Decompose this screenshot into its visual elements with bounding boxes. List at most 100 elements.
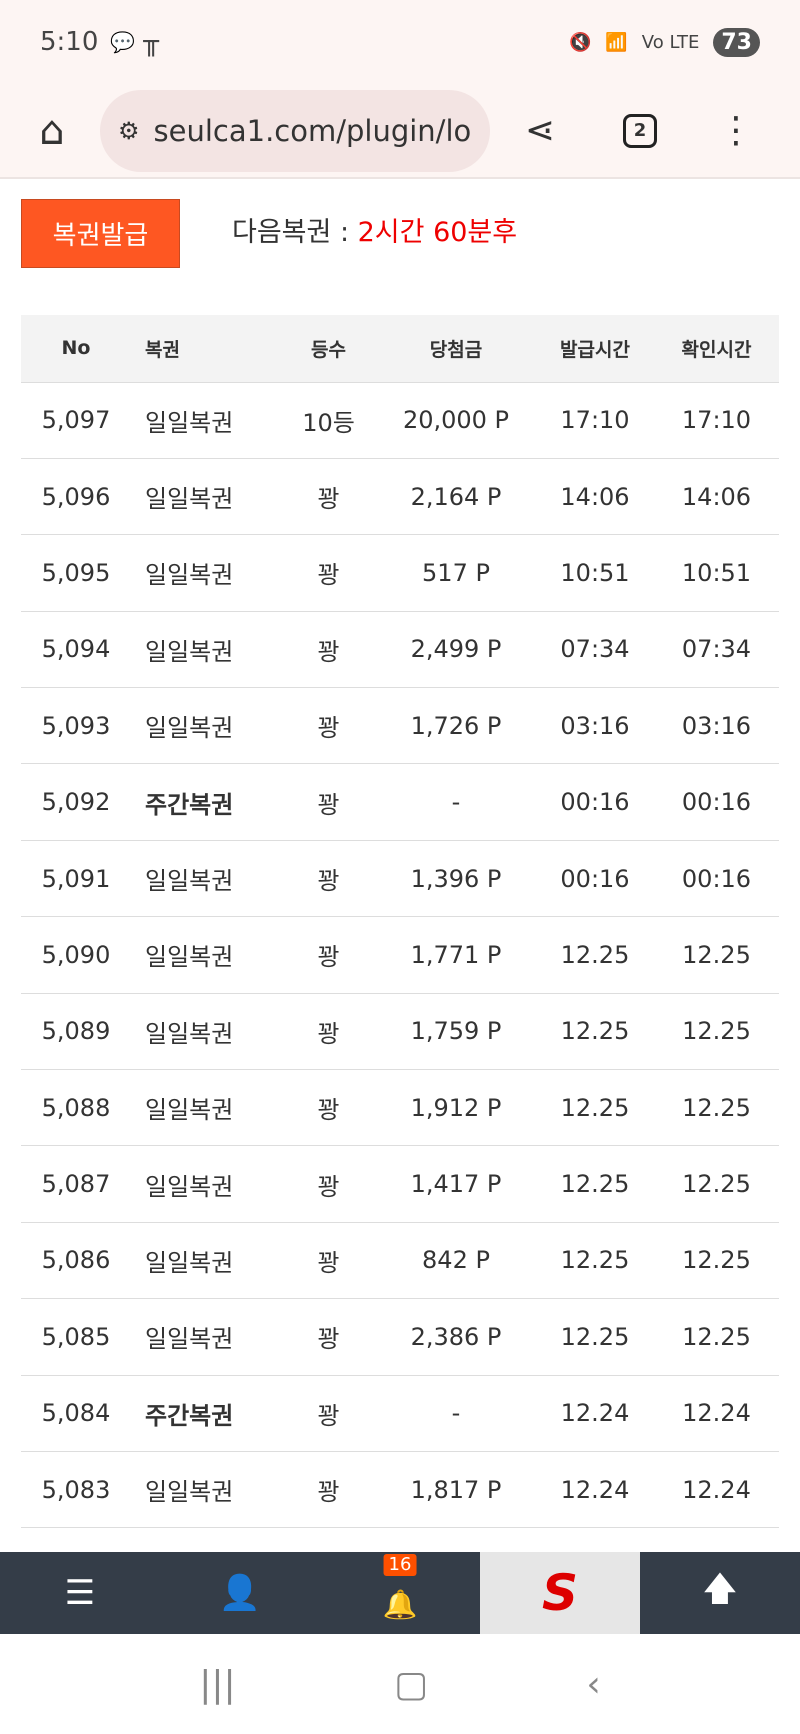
row-rank: 꽝 bbox=[281, 1451, 376, 1529]
url-text: seulca1.com/plugin/lo bbox=[153, 113, 472, 148]
back-icon[interactable]: ‹ bbox=[586, 1663, 601, 1705]
row-rank: 꽝 bbox=[281, 916, 376, 994]
row-issued: 12.25 bbox=[536, 916, 654, 994]
row-prize: 1,396 P bbox=[376, 840, 536, 918]
table-row: 5,084 주간복권 꽝 -12.24 12.24 bbox=[21, 1375, 779, 1452]
row-checked: 12.24 bbox=[654, 1451, 779, 1529]
row-checked: 17:10 bbox=[654, 382, 779, 459]
lottery-table: No 복권 등수 당첨금 발급시간 확인시간 5,097 일일복권 10등 20,00… bbox=[21, 315, 779, 1529]
row-rank: 꽝 bbox=[281, 534, 376, 612]
row-checked: 10:51 bbox=[654, 534, 779, 612]
row-rank: 꽝 bbox=[281, 840, 376, 918]
tab-count: 2 bbox=[623, 113, 657, 148]
table-row: 5,091 일일복권 꽝 1,396 P 00:16 00:16 bbox=[21, 840, 779, 918]
row-rank: 꽝 bbox=[281, 1145, 376, 1223]
row-issued: 12.25 bbox=[536, 1222, 654, 1300]
table-row: 5,095 일일복권 꽝 517 P 10:51 10:51 bbox=[21, 534, 779, 612]
col-checked: 확인시간 bbox=[654, 315, 779, 383]
row-type: 일일복권 bbox=[131, 458, 281, 536]
row-no: 5,090 bbox=[21, 916, 131, 994]
row-prize: 1,726 P bbox=[376, 687, 536, 765]
row-type: 일일복권 bbox=[131, 1222, 281, 1300]
row-no: 5,089 bbox=[21, 993, 131, 1071]
table-row: 5,093 일일복권 꽝 1,726 P 03:16 03:16 bbox=[21, 687, 779, 765]
row-rank: 꽝 bbox=[281, 458, 376, 536]
col-type: 복권 bbox=[131, 315, 281, 383]
status-bar: 5:10 💬 ╥ 🔇 📶 Vo LTE 73 bbox=[0, 0, 800, 84]
row-type: 일일복권 bbox=[131, 1298, 281, 1376]
bottom-nav: ☰ 👤 16 🔔 S 🡅 bbox=[0, 1552, 800, 1634]
row-checked: 12.25 bbox=[654, 1222, 779, 1300]
row-prize: 2,164 P bbox=[376, 458, 536, 536]
home-icon[interactable]: ⌂ bbox=[39, 107, 65, 154]
col-rank: 등수 bbox=[281, 315, 376, 383]
row-rank: 꽝 bbox=[281, 1298, 376, 1376]
row-issued: 12.25 bbox=[536, 1069, 654, 1147]
row-type: 일일복권 bbox=[131, 687, 281, 765]
row-rank: 꽝 bbox=[281, 1069, 376, 1147]
row-checked: 03:16 bbox=[654, 687, 779, 765]
row-issued: 03:16 bbox=[536, 687, 654, 765]
more-menu-icon[interactable]: ⋮ bbox=[718, 110, 754, 151]
row-no: 5,085 bbox=[21, 1298, 131, 1376]
site-settings-icon[interactable]: ⚙ bbox=[118, 116, 140, 145]
row-type: 일일복권 bbox=[131, 611, 281, 689]
site-logo[interactable]: S bbox=[480, 1552, 640, 1634]
network-label: Vo LTE bbox=[641, 31, 700, 53]
user-icon[interactable]: 👤 bbox=[218, 1573, 262, 1613]
row-checked: 12.25 bbox=[654, 1069, 779, 1147]
menu-icon[interactable]: ☰ bbox=[64, 1573, 96, 1613]
row-type: 일일복권 bbox=[131, 382, 281, 459]
row-checked: 12.25 bbox=[654, 916, 779, 994]
row-checked: 14:06 bbox=[654, 458, 779, 536]
row-no: 5,094 bbox=[21, 611, 131, 689]
row-issued: 00:16 bbox=[536, 763, 654, 841]
row-rank: 꽝 bbox=[281, 763, 376, 841]
table-row: 5,094 일일복권 꽝 2,499 P 07:34 07:34 bbox=[21, 611, 779, 689]
url-bar[interactable]: ⚙ seulca1.com/plugin/lo bbox=[100, 89, 490, 172]
row-rank: 10등 bbox=[281, 382, 376, 459]
tab-switcher-button[interactable]: 2 bbox=[610, 113, 670, 148]
row-issued: 10:51 bbox=[536, 534, 654, 612]
row-prize: 1,817 P bbox=[376, 1451, 536, 1529]
row-rank: 꽝 bbox=[281, 993, 376, 1071]
row-type: 주간복권 bbox=[131, 763, 281, 841]
row-prize: - bbox=[376, 1375, 536, 1452]
row-rank: 꽝 bbox=[281, 687, 376, 765]
row-issued: 12.25 bbox=[536, 993, 654, 1071]
row-prize: 517 P bbox=[376, 534, 536, 612]
row-rank: 꽝 bbox=[281, 611, 376, 689]
bell-icon: 🔔 bbox=[382, 1588, 418, 1621]
scroll-top-icon[interactable]: 🡅 bbox=[702, 1568, 738, 1609]
row-issued: 14:06 bbox=[536, 458, 654, 536]
table-row: 5,097 일일복권 10등 20,000 P 17:10 17:10 bbox=[21, 382, 779, 459]
mute-icon: 🔇 bbox=[568, 31, 592, 53]
row-checked: 00:16 bbox=[654, 763, 779, 841]
home-button-icon[interactable]: ▢ bbox=[393, 1663, 428, 1705]
row-issued: 07:34 bbox=[536, 611, 654, 689]
row-prize: - bbox=[376, 763, 536, 841]
row-no: 5,083 bbox=[21, 1451, 131, 1529]
recents-icon[interactable]: ||| bbox=[199, 1663, 236, 1705]
row-prize: 1,759 P bbox=[376, 993, 536, 1071]
row-prize: 2,386 P bbox=[376, 1298, 536, 1376]
t-icon: ╥ bbox=[143, 27, 159, 57]
row-checked: 07:34 bbox=[654, 611, 779, 689]
row-issued: 00:16 bbox=[536, 840, 654, 918]
row-checked: 12.24 bbox=[654, 1375, 779, 1452]
logo-letter: S bbox=[541, 1564, 578, 1622]
row-issued: 12.25 bbox=[536, 1145, 654, 1223]
table-row: 5,092 주간복권 꽝 -00:16 00:16 bbox=[21, 763, 779, 841]
col-prize: 당첨금 bbox=[376, 315, 536, 383]
table-row: 5,089 일일복권 꽝 1,759 P 12.25 12.25 bbox=[21, 993, 779, 1071]
table-row: 5,087 일일복권 꽝 1,417 P 12.25 12.25 bbox=[21, 1145, 779, 1223]
table-row: 5,086 일일복권 꽝 842 P 12.25 12.25 bbox=[21, 1222, 779, 1300]
notification-button[interactable]: 16 🔔 bbox=[320, 1552, 480, 1634]
issue-lottery-button[interactable]: 복권발급 bbox=[21, 199, 180, 268]
row-prize: 20,000 P bbox=[376, 382, 536, 459]
wifi-icon: 📶 bbox=[605, 31, 628, 53]
share-icon[interactable]: ⋖ bbox=[524, 110, 556, 151]
col-issued: 발급시간 bbox=[536, 315, 654, 383]
row-no: 5,088 bbox=[21, 1069, 131, 1147]
row-type: 일일복권 bbox=[131, 1451, 281, 1529]
